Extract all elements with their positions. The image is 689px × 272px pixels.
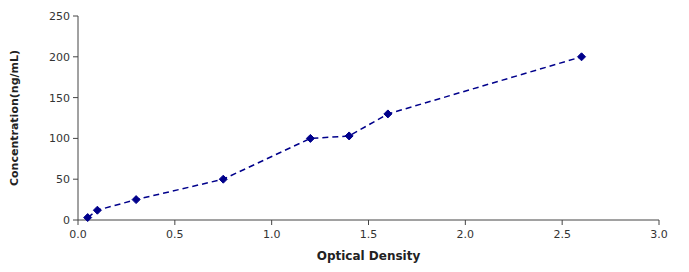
x-tick-label: 2.0 [457,228,475,241]
x-tick-label: 0.5 [166,228,184,241]
data-point [219,175,227,183]
y-tick-label: 100 [49,132,70,145]
y-tick-label: 150 [49,92,70,105]
y-tick [73,97,78,98]
x-tick [174,220,175,225]
data-point [578,53,586,61]
data-line [88,57,582,218]
x-axis-label: Optical Density [317,249,421,263]
data-point [93,206,101,214]
x-tick-label: 2.5 [553,228,571,241]
x-tick [271,220,272,225]
chart: 0.0 0.5 1.0 1.5 2.0 2.5 3.0 0 50 100 150 200 250 Opti… [0,0,689,272]
y-tick [73,220,78,221]
data-point [132,196,140,204]
x-tick-label: 1.5 [360,228,378,241]
y-tick [73,16,78,17]
y-tick [73,179,78,180]
x-tick [659,220,660,225]
x-axis [78,220,659,221]
x-tick-label: 3.0 [650,228,668,241]
plot-area [84,53,586,222]
data-point [345,132,353,140]
y-tick-label: 50 [56,173,70,186]
y-tick [73,56,78,57]
data-point [84,214,92,222]
x-tick [465,220,466,225]
data-point [384,110,392,118]
x-tick-label: 0.0 [69,228,87,241]
y-tick-label: 0 [63,214,70,227]
y-axis [78,16,79,220]
x-tick [562,220,563,225]
y-tick-label: 250 [49,10,70,23]
x-tick-label: 1.0 [263,228,281,241]
x-tick [368,220,369,225]
y-axis-label: Concentration(ng/mL) [8,50,21,186]
data-point [306,134,314,142]
y-tick-label: 200 [49,51,70,64]
x-tick [78,220,79,225]
y-tick [73,138,78,139]
